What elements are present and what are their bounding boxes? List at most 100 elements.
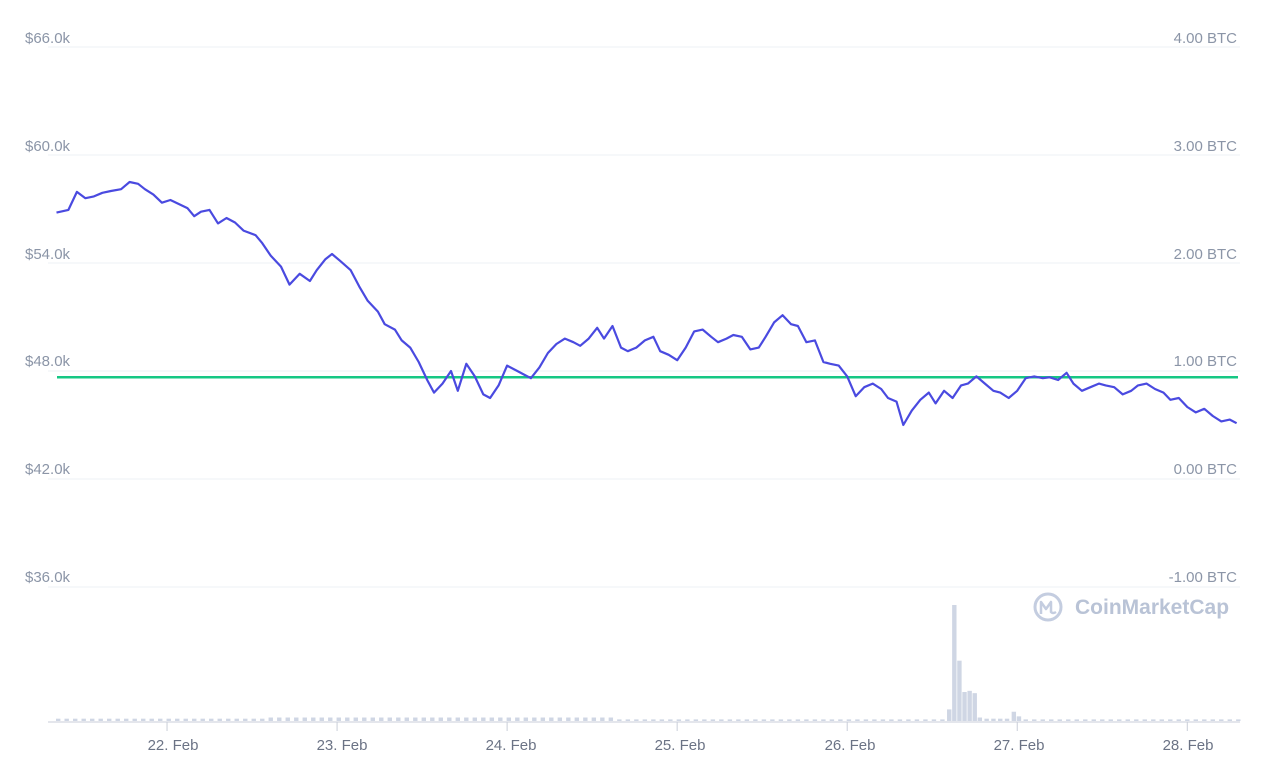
volume-bar xyxy=(81,718,86,721)
volume-bar xyxy=(998,718,1003,721)
volume-bar xyxy=(940,719,945,721)
volume-bar xyxy=(693,719,699,721)
volume-bar xyxy=(285,717,290,721)
y-right-tick: -1.00 BTC xyxy=(1169,569,1238,586)
volume-bar xyxy=(353,717,358,721)
price-line xyxy=(56,180,1238,427)
left-axis-ticks: $66.0k $60.0k $54.0k $48.0k $42.0k $36.0… xyxy=(25,30,71,586)
volume-bar xyxy=(977,717,983,721)
volume-bar xyxy=(73,718,78,721)
x-tick-label: 26. Feb xyxy=(825,737,876,754)
volume-bar xyxy=(931,719,937,721)
volume-bar xyxy=(1125,719,1130,721)
watermark-text: CoinMarketCap xyxy=(1075,596,1229,619)
volume-bar xyxy=(1040,719,1045,721)
volume-bar xyxy=(64,718,69,721)
volume-bar xyxy=(132,718,137,721)
volume-bar xyxy=(1142,719,1147,721)
volume-bar xyxy=(1057,719,1062,721)
volume-bar xyxy=(1091,719,1096,721)
volume-bar xyxy=(1134,719,1139,721)
y-left-tick: $48.0k xyxy=(25,353,71,370)
volume-bar xyxy=(574,717,580,721)
volume-bar xyxy=(984,718,989,721)
volume-bar xyxy=(685,719,690,721)
volume-bar xyxy=(1011,711,1017,721)
volume-bar xyxy=(967,690,972,721)
volume-bar xyxy=(1185,719,1190,721)
volume-bar xyxy=(336,717,341,721)
coinmarketcap-logo-icon xyxy=(1033,592,1063,622)
volume-bar xyxy=(430,717,435,721)
volume-bar xyxy=(149,718,154,721)
volume-bar xyxy=(217,718,222,721)
volume-bar xyxy=(710,719,716,721)
volume-bar xyxy=(676,719,682,721)
volume-bar xyxy=(855,719,860,721)
volume-bar xyxy=(838,719,843,721)
volume-bar xyxy=(1168,719,1173,721)
x-tick-label: 25. Feb xyxy=(655,737,706,754)
volume-bar xyxy=(727,719,733,721)
volume-bar xyxy=(413,717,418,721)
volume-bar xyxy=(549,717,554,721)
y-left-tick: $54.0k xyxy=(25,246,71,263)
volume-bar xyxy=(617,719,622,721)
volume-bar xyxy=(1210,719,1215,721)
y-right-tick: 3.00 BTC xyxy=(1174,138,1238,155)
volume-bars xyxy=(56,605,1241,721)
volume-bar xyxy=(947,709,952,721)
y-left-tick: $42.0k xyxy=(25,461,71,478)
volume-bar xyxy=(583,717,588,721)
volume-bar xyxy=(880,719,886,721)
volume-bar xyxy=(991,718,996,721)
y-left-tick: $36.0k xyxy=(25,569,71,586)
volume-bar xyxy=(753,719,758,721)
volume-bar xyxy=(651,719,656,721)
y-right-tick: 4.00 BTC xyxy=(1174,30,1238,47)
volume-bar xyxy=(1032,719,1037,721)
volume-bar xyxy=(319,717,324,721)
volume-bar xyxy=(1176,719,1181,721)
volume-bar xyxy=(744,719,750,721)
volume-bar xyxy=(659,719,665,721)
volume-bar xyxy=(56,718,61,721)
volume-bar xyxy=(668,719,673,721)
volume-bar xyxy=(591,717,597,721)
volume-bar xyxy=(778,719,784,721)
volume-bar xyxy=(523,717,529,721)
volume-bar xyxy=(328,717,333,721)
volume-bar xyxy=(1049,719,1054,721)
volume-bar xyxy=(914,719,920,721)
volume-bar xyxy=(183,718,188,721)
volume-bar xyxy=(268,717,273,721)
volume-bar xyxy=(962,692,967,721)
volume-bar xyxy=(1108,719,1113,721)
volume-bar xyxy=(311,717,316,721)
volume-bar xyxy=(1023,719,1028,721)
volume-bar xyxy=(362,717,367,721)
volume-bar xyxy=(566,717,571,721)
volume-bar xyxy=(124,718,129,721)
volume-bar xyxy=(370,717,375,721)
coinmarketcap-watermark: CoinMarketCap xyxy=(1033,592,1229,622)
volume-bar xyxy=(243,718,248,721)
volume-bar xyxy=(175,718,180,721)
volume-bar xyxy=(625,719,631,721)
y-left-tick: $60.0k xyxy=(25,138,71,155)
volume-bar xyxy=(1227,719,1232,721)
volume-bar xyxy=(481,717,486,721)
volume-bar xyxy=(1083,719,1088,721)
y-left-tick: $66.0k xyxy=(25,30,71,47)
volume-bar xyxy=(952,605,957,721)
volume-bar xyxy=(226,718,231,721)
volume-bar xyxy=(447,717,452,721)
volume-bar xyxy=(515,717,520,721)
volume-bar xyxy=(506,717,512,721)
volume-bar xyxy=(421,717,426,721)
volume-bar xyxy=(821,719,826,721)
volume-bar xyxy=(906,719,911,721)
volume-bar xyxy=(863,719,869,721)
volume-bar xyxy=(115,718,120,721)
volume-bar xyxy=(1074,719,1079,721)
